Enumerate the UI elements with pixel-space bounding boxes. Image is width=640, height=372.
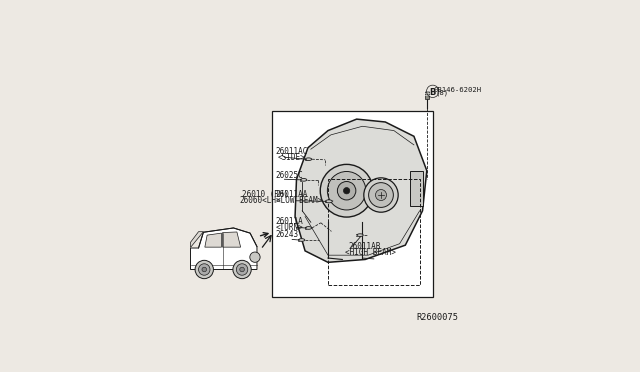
Ellipse shape [298, 239, 305, 241]
Text: 0B146-6202H: 0B146-6202H [434, 87, 482, 93]
Circle shape [328, 171, 366, 210]
Circle shape [236, 264, 248, 275]
Circle shape [364, 178, 398, 212]
Bar [272, 110, 433, 297]
Text: 26010 (RH): 26010 (RH) [242, 190, 288, 199]
Text: <TURN>: <TURN> [276, 223, 303, 232]
Circle shape [376, 189, 387, 201]
Text: <LOW BEAM>: <LOW BEAM> [276, 196, 322, 205]
Text: 26243: 26243 [276, 230, 299, 240]
Ellipse shape [325, 200, 332, 203]
Ellipse shape [305, 227, 312, 229]
Text: <SIDE>: <SIDE> [277, 153, 305, 162]
Text: (8): (8) [436, 90, 449, 96]
Polygon shape [191, 228, 257, 269]
Text: 26011AB: 26011AB [349, 241, 381, 251]
Circle shape [369, 183, 394, 208]
Ellipse shape [305, 158, 312, 161]
Polygon shape [191, 232, 204, 247]
Ellipse shape [357, 234, 364, 237]
Text: 26060<LH>: 26060<LH> [240, 196, 282, 205]
Ellipse shape [301, 179, 307, 181]
Text: <HIGH BEAM>: <HIGH BEAM> [344, 248, 396, 257]
Circle shape [240, 267, 244, 272]
Circle shape [198, 264, 210, 275]
Polygon shape [223, 232, 241, 247]
Text: 26011A: 26011A [276, 217, 303, 226]
Polygon shape [205, 233, 221, 247]
Text: 26011AC: 26011AC [276, 147, 308, 156]
Circle shape [337, 182, 356, 200]
Bar [425, 91, 429, 99]
Circle shape [344, 187, 350, 194]
Circle shape [195, 260, 213, 279]
Bar [410, 171, 424, 206]
Polygon shape [295, 119, 427, 262]
Circle shape [202, 267, 207, 272]
Text: 26011AA: 26011AA [276, 190, 308, 199]
Circle shape [233, 260, 252, 279]
Circle shape [250, 252, 260, 262]
Text: R2600075: R2600075 [417, 313, 458, 322]
Circle shape [320, 164, 373, 217]
Text: 26025C: 26025C [276, 171, 303, 180]
Text: $\mathbf{B}$: $\mathbf{B}$ [429, 86, 436, 97]
Bar [328, 179, 420, 285]
